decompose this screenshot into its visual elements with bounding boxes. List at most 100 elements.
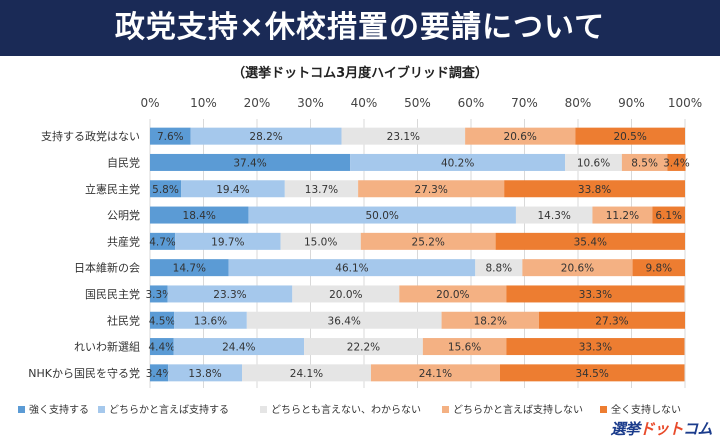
data-label: 4.5% [149,315,176,327]
bar-segment [150,338,174,356]
data-label: 20.0% [436,289,469,301]
bar-segment [592,206,653,224]
data-label: 13.8% [188,368,221,380]
category-label: 国民民主党 [85,288,140,301]
data-label: 34.5% [575,368,608,380]
legend-label: 全く支持しない [611,403,681,416]
bar-segment [248,206,516,224]
category-label: れいわ新選組 [74,340,140,354]
chart-subtitle: （選挙ドットコム3月度ハイブリッド調査） [232,66,488,81]
data-label: 33.8% [578,184,611,196]
legend-swatch [260,406,267,413]
bar-segment [150,127,191,145]
senkyo-dotcom-logo: 選挙ドットコム [610,420,712,438]
data-label: 20.0% [329,289,362,301]
data-label: 4.4% [148,342,175,354]
bar-segment [465,127,576,145]
legend-swatch [18,406,25,413]
data-label: 27.3% [595,315,628,327]
data-label: 37.4% [233,157,266,169]
bar-segment [174,311,247,329]
data-label: 33.3% [579,342,612,354]
bar-segment [515,206,593,224]
bar-segment [399,285,507,303]
data-label: 24.4% [222,342,255,354]
data-label: 15.6% [448,342,481,354]
data-label: 3.3% [145,289,172,301]
bar-segment [150,153,351,171]
x-tick-label: 50% [404,96,431,110]
data-label: 50.0% [366,210,399,222]
data-label: 24.1% [419,368,452,380]
data-label: 19.4% [216,184,249,196]
bar-segment [506,338,685,356]
category-label: 公明党 [107,209,140,222]
bar-segment [504,180,685,198]
x-tick-label: 20% [244,96,271,110]
category-label: 日本維新の会 [74,261,140,275]
legend-label: どちらかと言えば支持しない [453,403,583,416]
data-label: 25.2% [412,236,445,248]
bar-segment [150,259,229,277]
bar-segment [475,259,523,277]
data-label: 20.5% [613,131,646,143]
bar-segment [292,285,400,303]
data-label: 18.4% [183,210,216,222]
bar-segment [175,232,281,250]
x-tick-label: 40% [351,96,378,110]
bar-segment [575,127,685,145]
bar-segment [522,259,633,277]
data-label: 11.2% [606,210,639,222]
category-label: 社民党 [107,313,140,327]
legend-label: 強く支持する [29,403,89,416]
bar-segment [284,180,359,198]
bar-segment [173,338,305,356]
bar-segment [150,232,176,250]
data-label: 18.2% [474,315,507,327]
data-label: 20.6% [504,131,537,143]
data-label: 3.4% [663,157,690,169]
x-tick-label: 70% [511,96,538,110]
bar-segment [495,232,685,250]
bar-segment [167,285,293,303]
bar-segment [538,311,685,329]
category-label: NHKから国民を守る党 [28,366,140,380]
legend-label: どちらかと言えば支持する [109,403,229,416]
bar-segment [499,364,685,382]
data-label: 23.3% [213,289,246,301]
bar-segment [190,127,342,145]
data-label: 8.8% [485,263,512,275]
bar-segment [246,311,442,329]
bar-segment [621,153,668,171]
data-label: 7.6% [157,131,184,143]
data-label: 27.3% [414,184,447,196]
bar-segment [370,364,500,382]
category-label: 自民党 [107,156,140,169]
category-label: 支持する政党はない [41,129,140,143]
x-tick-label: 80% [565,96,592,110]
data-label: 6.1% [655,210,682,222]
bar-segment [667,153,686,171]
data-label: 36.4% [328,315,361,327]
data-label: 23.1% [387,131,420,143]
data-label: 3.4% [146,368,173,380]
bar-segment [350,153,566,171]
data-label: 40.2% [441,157,474,169]
legend-swatch [600,406,607,413]
bar-segment [632,259,685,277]
bar-segment [150,364,169,382]
data-label: 9.8% [645,263,672,275]
bar-segment [652,206,685,224]
bar-segment [360,232,496,250]
data-label: 10.6% [577,157,610,169]
x-tick-label: 10% [190,96,217,110]
data-label: 4.7% [149,236,176,248]
data-label: 28.2% [249,131,282,143]
bar-segment [280,232,361,250]
bar-segment [565,153,622,171]
category-label: 共産党 [107,235,140,248]
data-label: 14.3% [538,210,571,222]
data-label: 20.6% [561,263,594,275]
x-tick-label: 60% [458,96,485,110]
data-label: 13.6% [194,315,227,327]
